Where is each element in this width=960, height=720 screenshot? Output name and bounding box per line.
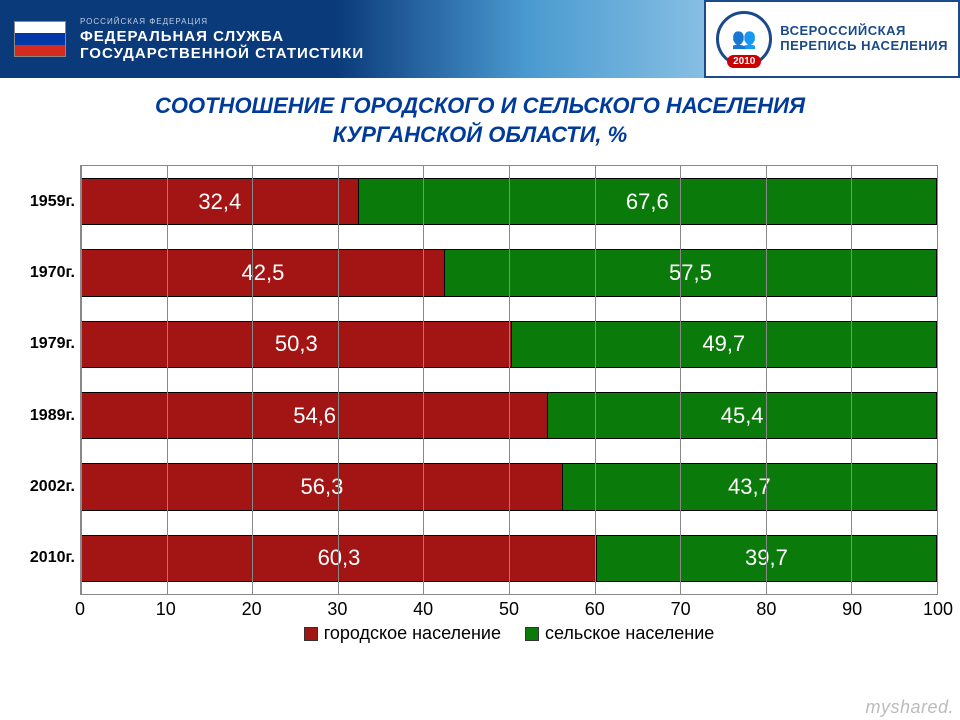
category-label: 1989г. [5, 407, 75, 425]
grid-line [937, 166, 938, 594]
category-label: 1970г. [5, 264, 75, 282]
census-icon: 👥 2010 [716, 11, 772, 67]
x-tick-label: 0 [75, 599, 85, 620]
x-tick-label: 20 [242, 599, 262, 620]
country-label: РОССИЙСКАЯ ФЕДЕРАЦИЯ [80, 17, 364, 26]
grid-line [680, 166, 681, 594]
census-logo-block: 👥 2010 ВСЕРОССИЙСКАЯ ПЕРЕПИСЬ НАСЕЛЕНИЯ [704, 0, 960, 78]
people-icon: 👥 [732, 29, 757, 49]
legend-item: сельское население [525, 623, 714, 644]
bar-segment-rural: 45,4 [548, 393, 936, 438]
legend-label: сельское население [545, 623, 714, 644]
agency-line1: ФЕДЕРАЛЬНАЯ СЛУЖБА [80, 28, 364, 45]
x-tick-label: 90 [842, 599, 862, 620]
plot-area: 1959г.32,467,61970г.42,557,51979г.50,349… [80, 165, 938, 595]
x-tick-label: 30 [327, 599, 347, 620]
x-tick-label: 70 [671, 599, 691, 620]
agency-name: РОССИЙСКАЯ ФЕДЕРАЦИЯ ФЕДЕРАЛЬНАЯ СЛУЖБА … [80, 17, 364, 62]
header-banner: РОССИЙСКАЯ ФЕДЕРАЦИЯ ФЕДЕРАЛЬНАЯ СЛУЖБА … [0, 0, 960, 78]
x-tick-label: 40 [413, 599, 433, 620]
title-line2: КУРГАНСКОЙ ОБЛАСТИ, % [0, 121, 960, 150]
grid-line [81, 166, 82, 594]
legend-item: городское население [304, 623, 501, 644]
x-tick-label: 50 [499, 599, 519, 620]
legend-label: городское население [324, 623, 501, 644]
bar-segment-rural: 67,6 [359, 179, 936, 224]
grid-line [252, 166, 253, 594]
legend-swatch [304, 627, 318, 641]
census-year-badge: 2010 [727, 55, 761, 68]
bar-segment-rural: 57,5 [445, 250, 936, 295]
bar-segment-urban: 60,3 [82, 536, 597, 581]
bar-segment-urban: 32,4 [82, 179, 359, 224]
census-line2: ПЕРЕПИСЬ НАСЕЛЕНИЯ [780, 39, 948, 54]
category-label: 1959г. [5, 193, 75, 211]
census-text: ВСЕРОССИЙСКАЯ ПЕРЕПИСЬ НАСЕЛЕНИЯ [780, 24, 948, 54]
category-label: 2002г. [5, 478, 75, 496]
russian-flag-icon [14, 21, 66, 57]
category-label: 2010г. [5, 549, 75, 567]
grid-line [595, 166, 596, 594]
x-tick-label: 10 [156, 599, 176, 620]
bar-segment-urban: 56,3 [82, 464, 563, 509]
census-line1: ВСЕРОССИЙСКАЯ [780, 24, 948, 39]
x-axis: 0102030405060708090100 [80, 595, 938, 619]
agency-line2: ГОСУДАРСТВЕННОЙ СТАТИСТИКИ [80, 45, 364, 62]
bar-segment-urban: 50,3 [82, 322, 512, 367]
title-line1: СООТНОШЕНИЕ ГОРОДСКОГО И СЕЛЬСКОГО НАСЕЛ… [0, 92, 960, 121]
category-label: 1979г. [5, 335, 75, 353]
bar-segment-rural: 49,7 [512, 322, 936, 367]
grid-line [167, 166, 168, 594]
grid-line [423, 166, 424, 594]
grid-line [338, 166, 339, 594]
watermark: myshared. [865, 697, 954, 718]
x-tick-label: 60 [585, 599, 605, 620]
bar-segment-urban: 54,6 [82, 393, 548, 438]
bar-segment-urban: 42,5 [82, 250, 445, 295]
chart-container: 1959г. 32,467,6 1970г. 42,557,5 1979г. 50,349… [0, 165, 960, 694]
grid-line [509, 166, 510, 594]
grid-line [766, 166, 767, 594]
grid-line [851, 166, 852, 594]
chart-title: СООТНОШЕНИЕ ГОРОДСКОГО И СЕЛЬСКОГО НАСЕЛ… [0, 92, 960, 149]
legend: городское население сельское население [80, 623, 938, 646]
legend-swatch [525, 627, 539, 641]
bar-segment-rural: 43,7 [563, 464, 936, 509]
x-tick-label: 80 [756, 599, 776, 620]
x-tick-label: 100 [923, 599, 953, 620]
